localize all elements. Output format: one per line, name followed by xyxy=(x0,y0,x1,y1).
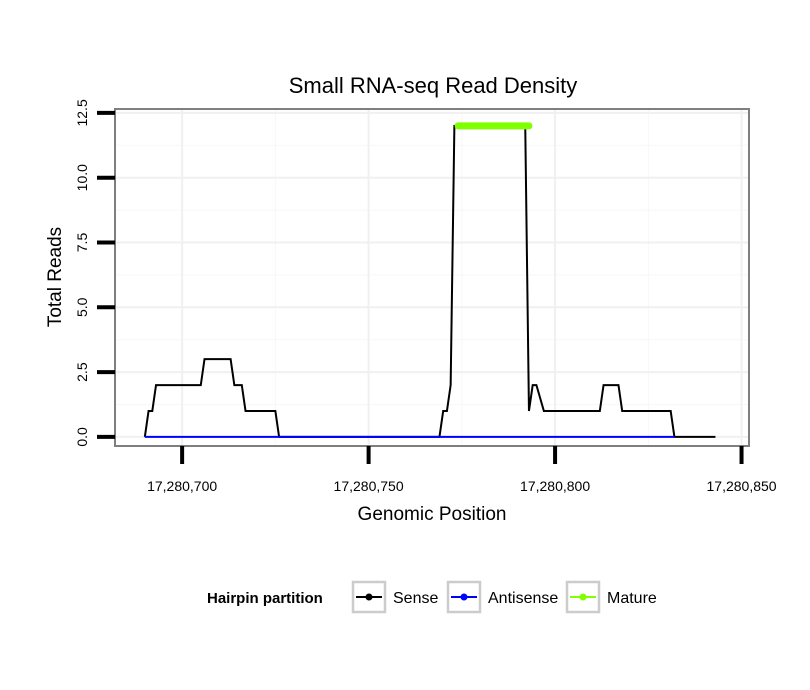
legend-label-antisense: Antisense xyxy=(488,590,558,607)
series-layer xyxy=(143,122,716,438)
y-tick-label: 5.0 xyxy=(74,297,90,317)
legend-label-sense: Sense xyxy=(393,590,438,607)
y-tick-label: 2.5 xyxy=(74,362,90,382)
y-axis-title: Total Reads xyxy=(45,227,66,327)
legend-label-mature: Mature xyxy=(607,590,657,607)
grid xyxy=(115,109,749,446)
legend-item-mature: Mature xyxy=(565,580,657,614)
legend-title: Hairpin partition xyxy=(207,590,323,607)
plot-area xyxy=(115,109,749,446)
legend-dot-mature xyxy=(579,593,587,601)
y-tick-label: 7.5 xyxy=(74,233,90,253)
x-tick-label: 17,280,700 xyxy=(147,478,217,494)
x-axis-title: Genomic Position xyxy=(358,504,507,525)
x-axis: 17,280,700 17,280,750 17,280,800 17,280,850 xyxy=(147,446,777,494)
x-tick-label: 17,280,750 xyxy=(334,478,404,494)
plot-border xyxy=(114,108,750,447)
y-tick-label: 0.0 xyxy=(74,427,90,447)
legend-item-antisense: Antisense xyxy=(446,580,558,614)
y-tick-label: 12.5 xyxy=(74,99,90,126)
legend-dot-sense xyxy=(365,593,373,601)
y-axis: 0.0 2.5 5.0 7.5 10.0 12.5 xyxy=(74,99,115,447)
x-tick-label: 17,280,850 xyxy=(707,478,777,494)
legend-dot-antisense xyxy=(460,593,468,601)
y-tick-label: 10.0 xyxy=(74,164,90,191)
x-tick-label: 17,280,800 xyxy=(520,478,590,494)
series-line-sense xyxy=(143,124,716,438)
legend: Hairpin partition Sense Antisense Mature xyxy=(207,580,657,614)
chart-title: Small RNA-seq Read Density xyxy=(289,73,578,98)
legend-item-sense: Sense xyxy=(351,580,438,614)
